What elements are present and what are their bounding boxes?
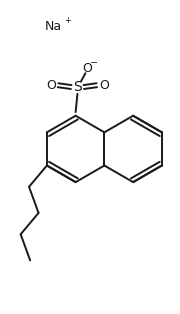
Text: S: S [73,80,82,94]
Text: O: O [82,62,92,75]
Text: +: + [64,16,71,25]
Text: Na: Na [45,20,62,33]
Text: O: O [99,79,109,92]
Text: −: − [90,58,98,68]
Text: O: O [46,79,56,92]
